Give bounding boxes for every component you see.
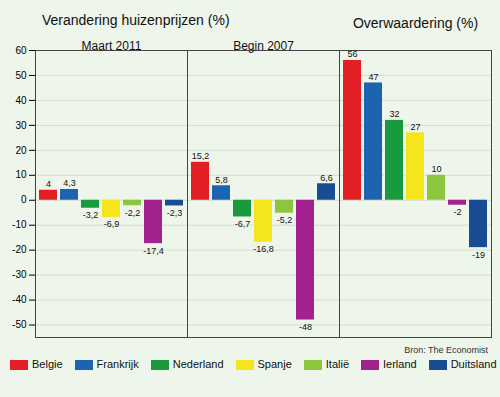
svg-text:0: 0 [21,194,27,205]
svg-text:-6,7: -6,7 [235,219,251,229]
html-text:Verandering huizenprijzen (%): Verandering huizenprijzen (%) [42,12,230,28]
svg-text:-5,2: -5,2 [277,215,293,225]
svg-text:-48: -48 [299,322,312,332]
svg-text:15,2: 15,2 [192,151,210,161]
svg-text:-40: -40 [12,294,27,305]
svg-text:-20: -20 [12,244,27,255]
html-text:Spanje: Spanje [257,358,292,370]
html-text:Italië: Italië [325,358,349,370]
svg-text:30: 30 [15,120,27,131]
svg-text:4: 4 [46,179,51,189]
svg-text:-6,9: -6,9 [104,219,120,229]
svg-text:20: 20 [15,145,27,156]
svg-text:32: 32 [389,109,399,119]
svg-text:-10: -10 [12,219,27,230]
svg-text:-16,8: -16,8 [253,244,274,254]
svg-text:27: 27 [410,122,420,132]
svg-text:10: 10 [431,164,441,174]
svg-text:56: 56 [347,49,357,59]
svg-text:Maart 2011: Maart 2011 [82,39,142,53]
svg-text:47: 47 [368,72,378,82]
svg-text:60: 60 [15,45,27,56]
svg-text:-17,4: -17,4 [143,246,164,256]
svg-text:Overwaardering (%): Overwaardering (%) [353,15,478,31]
svg-text:-50: -50 [12,319,27,330]
svg-text:-2,3: -2,3 [167,208,183,218]
html-text:Frankrijk: Frankrijk [96,358,139,370]
svg-text:-2,2: -2,2 [125,208,141,218]
svg-text:-2: -2 [453,207,461,217]
html-text:Bron: The Economist: Bron: The Economist [404,345,488,355]
svg-text:5,8: 5,8 [215,175,228,185]
svg-text:4,3: 4,3 [63,178,76,188]
svg-text:-19: -19 [472,250,485,260]
html-text:Belgie: Belgie [32,358,63,370]
svg-text:10: 10 [15,169,27,180]
svg-text:-3,2: -3,2 [83,210,99,220]
html-text:Nederland: Nederland [172,358,224,370]
html-text:Duitsland: Duitsland [450,358,497,370]
html-text:Ierland: Ierland [383,358,417,370]
svg-text:6,6: 6,6 [320,173,333,183]
svg-text:Begin 2007: Begin 2007 [233,39,294,53]
svg-text:40: 40 [15,95,27,106]
svg-text:50: 50 [15,70,27,81]
svg-text:-30: -30 [12,269,27,280]
